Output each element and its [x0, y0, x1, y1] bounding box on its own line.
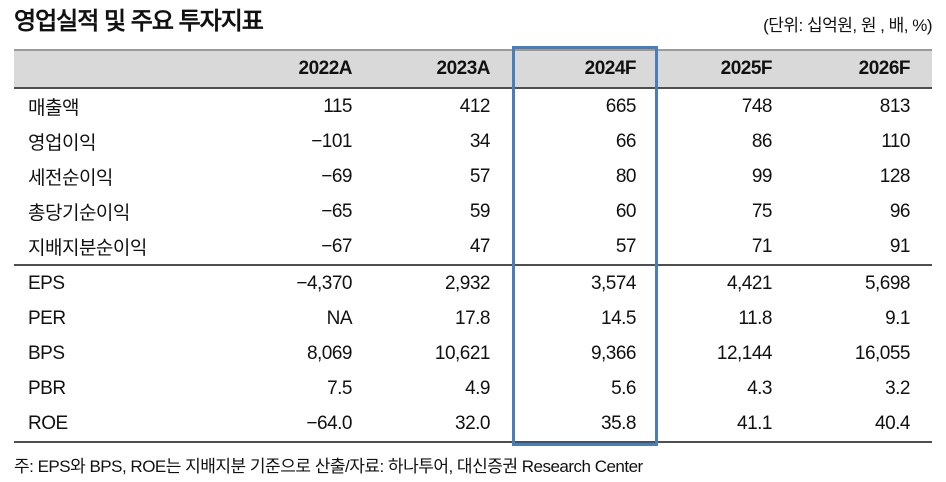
column-header: 2023A: [374, 49, 512, 90]
data-cell: 35.8: [512, 406, 658, 444]
data-cell: 34: [469, 130, 491, 152]
data-cell: 80: [615, 165, 637, 187]
data-cell: 66: [615, 130, 637, 152]
table-row: EPS −4,370 2,932 3,574 4,421 5,698: [14, 264, 932, 302]
table-header-row: 2022A 2023A 2024F 2025F 2026F: [14, 49, 932, 90]
data-cell: 75: [751, 200, 773, 222]
row-label: 영업이익: [28, 133, 96, 155]
data-cell: 41.1: [658, 406, 794, 444]
column-header: 2026F: [794, 49, 932, 90]
data-cell: 3.2: [885, 377, 910, 399]
data-cell: 115: [323, 95, 352, 117]
data-cell: −4,370: [214, 264, 374, 302]
units-note: (단위: 십억원, 원 , 배, %): [763, 16, 932, 36]
data-cell: 32.0: [374, 406, 512, 444]
data-cell: 4.9: [465, 377, 490, 399]
data-cell: −101: [311, 130, 352, 152]
row-label: 세전순이익: [28, 168, 113, 190]
table-row: 총당기순이익 −65 59 60 75 96: [14, 194, 932, 229]
data-cell: 57: [469, 165, 491, 187]
data-cell: 57: [615, 235, 637, 257]
column-header-blank: [14, 49, 214, 90]
data-cell: NA: [326, 307, 353, 329]
data-cell: 2,932: [374, 264, 512, 302]
data-cell: 99: [751, 165, 773, 187]
row-label: 총당기순이익: [28, 203, 130, 225]
data-cell: 96: [889, 200, 911, 222]
column-header: 2024F: [512, 49, 658, 90]
row-label: PBR: [28, 377, 66, 399]
data-cell: 60: [615, 200, 637, 222]
data-cell: −67: [321, 235, 352, 257]
data-cell: 9.1: [885, 307, 910, 329]
row-label: PER: [28, 307, 66, 329]
data-cell: 412: [459, 95, 491, 117]
data-cell: 71: [751, 235, 773, 257]
data-cell: 665: [605, 95, 637, 117]
table-row: 세전순이익 −69 57 80 99 128: [14, 159, 932, 194]
data-cell: 86: [751, 130, 773, 152]
data-cell: 4.3: [747, 377, 772, 399]
financial-table: 2022A 2023A 2024F 2025F 2026F 매출액 115 412 665 74…: [14, 49, 932, 444]
data-cell: 110: [881, 130, 910, 152]
data-cell: 128: [879, 165, 911, 187]
column-header: 2025F: [658, 49, 794, 90]
column-header: 2022A: [214, 49, 374, 90]
row-label: ROE: [14, 406, 214, 444]
row-label: BPS: [28, 342, 65, 364]
data-cell: −65: [321, 200, 352, 222]
page-title: 영업실적 및 주요 투자지표: [14, 8, 264, 35]
table-row: PER NA 17.8 14.5 11.8 9.1: [14, 301, 932, 336]
data-cell: 4,421: [658, 264, 794, 302]
data-cell: 8,069: [306, 342, 353, 364]
data-cell: 14.5: [601, 307, 636, 329]
data-cell: 813: [879, 95, 911, 117]
data-cell: 59: [469, 200, 491, 222]
data-cell: 5.6: [611, 377, 636, 399]
table-header-bar: 영업실적 및 주요 투자지표 (단위: 십억원, 원 , 배, %): [14, 6, 932, 37]
table-row: 영업이익 −101 34 66 86 110: [14, 124, 932, 159]
data-cell: 12,144: [716, 342, 773, 364]
table-row: PBR 7.5 4.9 5.6 4.3 3.2: [14, 371, 932, 406]
table-head: 2022A 2023A 2024F 2025F 2026F: [14, 49, 932, 90]
row-label: 매출액: [28, 98, 79, 120]
data-cell: 40.4: [794, 406, 932, 444]
data-cell: 91: [889, 235, 911, 257]
table-body: 매출액 115 412 665 748 813 영업이익 −101 34 66 86 110 세전순이익…: [14, 88, 932, 444]
financial-table-wrap: 2022A 2023A 2024F 2025F 2026F 매출액 115 412 665 74…: [14, 46, 932, 447]
row-label: EPS: [14, 264, 214, 302]
data-cell: 47: [469, 235, 491, 257]
row-label: 지배지분순이익: [28, 238, 147, 260]
data-cell: 7.5: [327, 377, 352, 399]
data-cell: −69: [321, 165, 352, 187]
data-cell: −64.0: [214, 406, 374, 444]
table-row: 지배지분순이익 −67 47 57 71 91: [14, 229, 932, 265]
data-cell: 9,366: [590, 342, 637, 364]
table-row: 매출액 115 412 665 748 813: [14, 88, 932, 124]
data-cell: 16,055: [854, 342, 911, 364]
table-row: BPS 8,069 10,621 9,366 12,144 16,055: [14, 336, 932, 371]
data-cell: 17.8: [455, 307, 490, 329]
table-row: ROE −64.0 32.0 35.8 41.1 40.4: [14, 406, 932, 444]
footnote: 주: EPS와 BPS, ROE는 지배지분 기준으로 산출/자료: 하나투어,…: [14, 457, 643, 477]
data-cell: 11.8: [738, 307, 772, 329]
data-cell: 5,698: [794, 264, 932, 302]
data-cell: 748: [741, 95, 773, 117]
data-cell: 10,621: [434, 342, 491, 364]
data-cell: 3,574: [512, 264, 658, 302]
